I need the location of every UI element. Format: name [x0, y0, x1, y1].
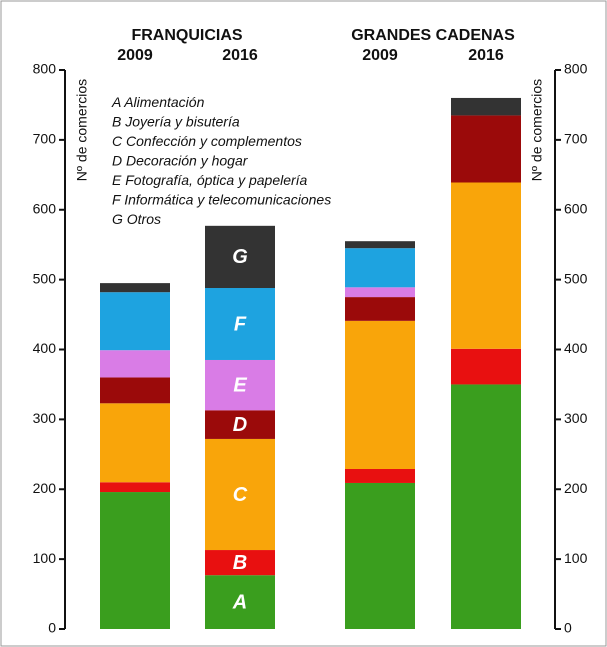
y-tick-label: 0 — [48, 620, 56, 636]
legend-entry: A Alimentación — [111, 94, 205, 110]
legend-name: Informática y telecomunicaciones — [124, 191, 331, 207]
x-category-label: 2016 — [222, 47, 258, 64]
y2-tick-label: 400 — [564, 340, 588, 356]
legend-entry: D Decoración y hogar — [112, 152, 249, 168]
bar-segment — [100, 377, 170, 404]
bar-segment — [345, 482, 415, 629]
y-tick-label: 300 — [33, 410, 57, 426]
bar-segment — [345, 248, 415, 288]
group-label: FRANQUICIAS — [131, 27, 242, 44]
bar-segment — [205, 225, 275, 289]
bar-segment — [205, 359, 275, 411]
group-label: GRANDES CADENAS — [351, 27, 515, 44]
legend-entry: C Confección y complementos — [112, 133, 302, 149]
y-tick-label: 800 — [33, 61, 57, 77]
bar-segment — [100, 283, 170, 293]
segment-letter: E — [233, 374, 247, 396]
bar-segment — [451, 115, 521, 183]
y-tick-label: 100 — [33, 550, 57, 566]
legend-name: Otros — [127, 211, 161, 227]
y-tick-label: 500 — [33, 270, 57, 286]
y-axis-label: Nº de comercios — [74, 79, 90, 181]
y2-tick-label: 800 — [564, 61, 588, 77]
legend-letter: D — [112, 152, 122, 168]
bar-segment — [345, 287, 415, 298]
segment-letter: A — [232, 591, 247, 613]
bar-segment — [205, 410, 275, 439]
bar-segment — [345, 468, 415, 483]
legend-entry: E Fotografía, óptica y papelería — [112, 172, 308, 188]
bar-segment — [345, 320, 415, 469]
y2-tick-label: 200 — [564, 480, 588, 496]
legend-letter: B — [112, 113, 121, 129]
legend-letter: F — [112, 191, 122, 207]
legend-letter: A — [111, 94, 121, 110]
bar-segment — [100, 482, 170, 493]
legend-letter: C — [112, 133, 123, 149]
x-category-label: 2009 — [117, 47, 153, 64]
y2-tick-label: 700 — [564, 131, 588, 147]
legend-name: Alimentación — [123, 94, 204, 110]
bar-segment — [451, 97, 521, 116]
segment-letter: F — [234, 313, 247, 335]
bar-segment — [100, 492, 170, 629]
legend-entry: B Joyería y bisutería — [112, 113, 240, 129]
bar-segment — [100, 292, 170, 351]
bar-segment — [451, 348, 521, 385]
bar-segment — [345, 241, 415, 249]
legend-entry: F Informática y telecomunicaciones — [112, 191, 331, 207]
legend-letter: G — [112, 211, 123, 227]
bar-segment — [205, 438, 275, 551]
bar-segment — [345, 297, 415, 321]
y2-tick-label: 500 — [564, 270, 588, 286]
x-category-label: 2009 — [362, 47, 398, 64]
y-tick-label: 400 — [33, 340, 57, 356]
legend-entry: G Otros — [112, 211, 161, 227]
segment-letter: D — [233, 414, 247, 436]
bar-segment — [451, 182, 521, 349]
legend-name: Fotografía, óptica y papelería — [125, 172, 307, 188]
bar-segment — [100, 350, 170, 378]
y-tick-label: 200 — [33, 480, 57, 496]
bar-segment — [451, 384, 521, 629]
segment-letter: G — [232, 246, 248, 268]
y2-tick-label: 600 — [564, 200, 588, 216]
y2-axis-label: Nº de comercios — [529, 79, 545, 181]
y2-tick-label: 300 — [564, 410, 588, 426]
bar-segment — [205, 575, 275, 629]
legend-letter: E — [112, 172, 122, 188]
legend-name: Joyería y bisutería — [124, 113, 240, 129]
bar-segment — [205, 550, 275, 576]
y-tick-label: 700 — [33, 131, 57, 147]
segment-letter: B — [233, 552, 247, 574]
bar-segment — [100, 403, 170, 483]
segment-letter: C — [233, 484, 248, 506]
legend-name: Confección y complementos — [126, 133, 302, 149]
y-tick-label: 600 — [33, 200, 57, 216]
y2-tick-label: 100 — [564, 550, 588, 566]
bar-segment — [205, 288, 275, 360]
x-category-label: 2016 — [468, 47, 504, 64]
y2-tick-label: 0 — [564, 620, 572, 636]
legend-name: Decoración y hogar — [126, 152, 249, 168]
